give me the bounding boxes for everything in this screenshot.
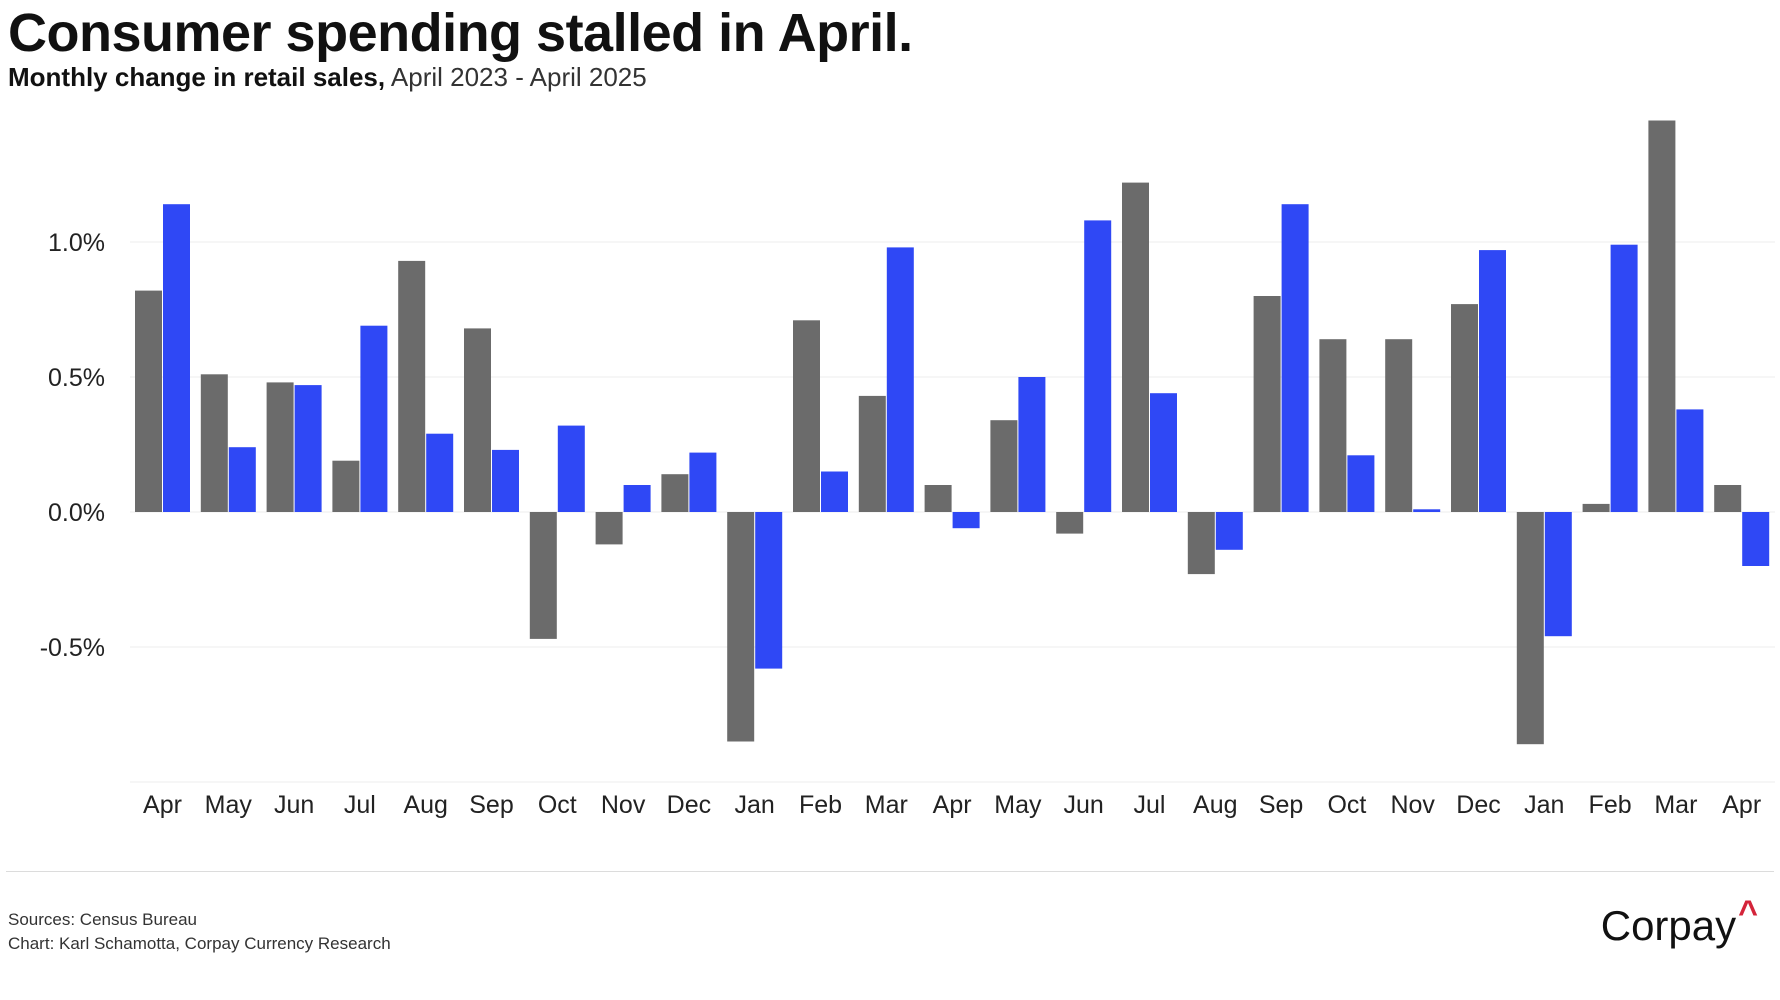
x-tick-label: Dec: [667, 791, 711, 819]
bar-series1-may: [990, 420, 1018, 512]
bar-series1-jun: [1056, 512, 1084, 534]
bar-series2-jan: [1544, 512, 1572, 637]
bar-series2-jul: [1150, 393, 1177, 512]
y-tick-label: -0.5%: [40, 634, 105, 662]
x-tick-label: Jun: [1064, 791, 1104, 819]
x-tick-label: Aug: [1193, 791, 1237, 819]
x-tick-label: Aug: [403, 791, 447, 819]
bar-series2-sep: [492, 449, 519, 512]
bar-series1-nov: [1385, 339, 1413, 512]
footer-divider: [6, 871, 1774, 872]
subtitle-range: April 2023 - April 2025: [385, 62, 647, 92]
bar-series1-dec: [661, 474, 689, 512]
bar-series2-feb: [821, 471, 848, 512]
subtitle-bold: Monthly change in retail sales,: [8, 62, 386, 92]
bar-series1-aug: [1187, 512, 1215, 575]
bar-series1-nov: [595, 512, 623, 545]
chart-subtitle: Monthly change in retail sales, April 20…: [8, 62, 647, 93]
y-tick-label: 1.0%: [48, 229, 105, 257]
chart-title: Consumer spending stalled in April.: [8, 3, 913, 63]
bar-series1-dec: [1451, 304, 1478, 512]
x-tick-label: Dec: [1456, 791, 1500, 819]
x-tick-label: Mar: [865, 791, 908, 819]
bar-series1-jun: [266, 382, 294, 512]
bar-series2-oct: [1347, 455, 1375, 512]
bar-series2-oct: [557, 425, 585, 512]
x-tick-label: Apr: [1722, 791, 1761, 819]
bar-series1-oct: [1319, 339, 1347, 512]
bar-series1-may: [200, 374, 228, 512]
x-tick-label: Jan: [735, 791, 775, 819]
bar-series1-sep: [464, 328, 491, 512]
x-tick-label: Feb: [1589, 791, 1632, 819]
bar-series2-jul: [360, 325, 388, 512]
bar-series1-mar: [858, 395, 886, 512]
bar-series2-mar: [886, 247, 914, 512]
y-tick-label: 0.5%: [48, 364, 105, 392]
x-tick-label: Oct: [1327, 791, 1366, 819]
credit-note: Chart: Karl Schamotta, Corpay Currency R…: [8, 934, 391, 953]
x-tick-label: Sep: [1259, 791, 1303, 819]
bar-series2-jun: [294, 385, 322, 512]
bar-series2-dec: [689, 452, 717, 512]
bar-series1-apr: [135, 290, 162, 512]
bar-series2-sep: [1281, 204, 1309, 512]
x-tick-label: Nov: [601, 791, 646, 819]
logo-caret-icon: ^: [1738, 894, 1758, 932]
x-tick-label: Jun: [274, 791, 314, 819]
x-tick-label: Apr: [143, 791, 182, 819]
bar-series2-aug: [1215, 512, 1243, 550]
bar-series1-apr: [1714, 485, 1742, 512]
bar-series1-mar: [1648, 120, 1676, 512]
x-tick-label: May: [205, 791, 253, 819]
bar-series1-jul: [1122, 182, 1149, 512]
x-tick-label: Mar: [1654, 791, 1697, 819]
y-tick-label: 0.0%: [48, 499, 105, 527]
bar-series2-apr: [952, 512, 980, 529]
x-tick-label: Jul: [344, 791, 376, 819]
bar-series1-apr: [924, 485, 952, 512]
bar-series2-jun: [1084, 220, 1112, 512]
bars: [135, 120, 1770, 745]
x-tick-label: Jul: [1134, 791, 1166, 819]
bar-series2-apr: [163, 204, 190, 512]
bar-series2-dec: [1479, 250, 1506, 512]
bar-series2-feb: [1610, 244, 1638, 512]
bar-series1-jan: [727, 512, 755, 742]
bar-series1-jul: [332, 460, 360, 512]
bar-series1-oct: [529, 512, 557, 639]
bar-series1-feb: [793, 320, 820, 512]
y-axis-labels: 1.0% 0.5% 0.0% -0.5%: [40, 229, 105, 662]
x-tick-label: Feb: [799, 791, 842, 819]
bar-series2-nov: [623, 485, 651, 512]
footer-notes: Sources: Census Bureau Chart: Karl Scham…: [8, 908, 391, 956]
logo-text: Corpay: [1600, 902, 1737, 949]
retail-sales-chart: 1.0% 0.5% 0.0% -0.5% Apr May Jun Jul Aug Sep Oct N…: [40, 120, 1775, 819]
bar-series2-may: [1018, 377, 1046, 512]
x-tick-label: Oct: [538, 791, 577, 819]
bar-series2-nov: [1413, 509, 1441, 512]
corpay-logo: Corpay^: [1600, 894, 1758, 950]
bar-series2-aug: [426, 433, 454, 512]
bar-series1-sep: [1253, 296, 1281, 512]
bar-series2-mar: [1676, 409, 1704, 512]
sources-note: Sources: Census Bureau: [8, 910, 197, 929]
x-tick-label: Apr: [933, 791, 972, 819]
bar-series1-feb: [1582, 503, 1610, 512]
bar-series1-aug: [398, 260, 426, 512]
x-tick-label: May: [994, 791, 1042, 819]
bar-series2-jan: [755, 512, 783, 669]
bar-series2-may: [228, 447, 256, 512]
x-axis-labels: Apr May Jun Jul Aug Sep Oct Nov Dec Jan Feb Mar Apr M…: [143, 791, 1761, 819]
x-tick-label: Nov: [1390, 791, 1435, 819]
bar-series2-apr: [1742, 512, 1770, 566]
x-tick-label: Jan: [1524, 791, 1564, 819]
x-tick-label: Sep: [469, 791, 513, 819]
bar-series1-jan: [1516, 512, 1544, 745]
